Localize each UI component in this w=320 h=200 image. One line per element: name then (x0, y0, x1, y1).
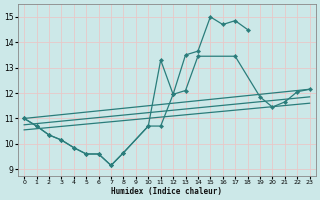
X-axis label: Humidex (Indice chaleur): Humidex (Indice chaleur) (111, 187, 222, 196)
